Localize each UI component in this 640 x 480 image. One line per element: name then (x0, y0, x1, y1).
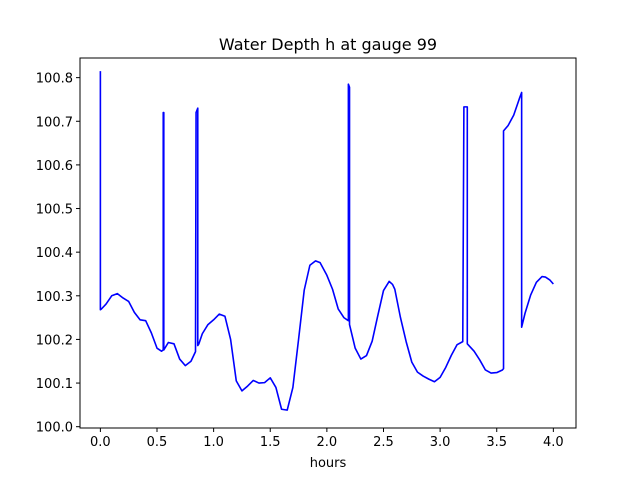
x-tick-label: 1.5 (260, 435, 281, 450)
y-tick-label: 100.7 (36, 115, 73, 130)
y-tick-label: 100.5 (36, 203, 73, 218)
chart-title: Water Depth h at gauge 99 (219, 35, 437, 54)
y-tick-label: 100.0 (36, 421, 73, 436)
y-tick-label: 100.3 (36, 290, 73, 305)
y-tick-label: 100.1 (36, 377, 73, 392)
x-tick-label: 1.0 (203, 435, 224, 450)
y-axis: 100.0 100.1 100.2 100.3 100.4 100.5 100.6 100.7… (36, 72, 80, 436)
x-tick-label: 2.0 (317, 435, 338, 450)
y-tick-label: 100.2 (36, 333, 73, 348)
x-tick-label: 0.0 (90, 435, 111, 450)
y-tick-label: 100.8 (36, 72, 73, 87)
series-line-0 (99, 71, 554, 411)
axes-frame (79, 57, 577, 429)
x-tick-label: 3.5 (486, 435, 507, 450)
y-tick-label: 100.6 (36, 159, 73, 174)
x-axis-label: hours (310, 456, 347, 471)
x-tick-label: 0.5 (147, 435, 168, 450)
x-tick-label: 2.5 (373, 435, 394, 450)
axes (79, 57, 577, 429)
plot-area (99, 71, 554, 411)
x-tick-label: 3.0 (430, 435, 451, 450)
x-tick-label: 4.0 (543, 435, 564, 450)
x-axis: 0.0 0.5 1.0 1.5 2.0 2.5 3.0 3.5 4.0 (90, 428, 564, 450)
y-tick-label: 100.4 (36, 246, 73, 261)
